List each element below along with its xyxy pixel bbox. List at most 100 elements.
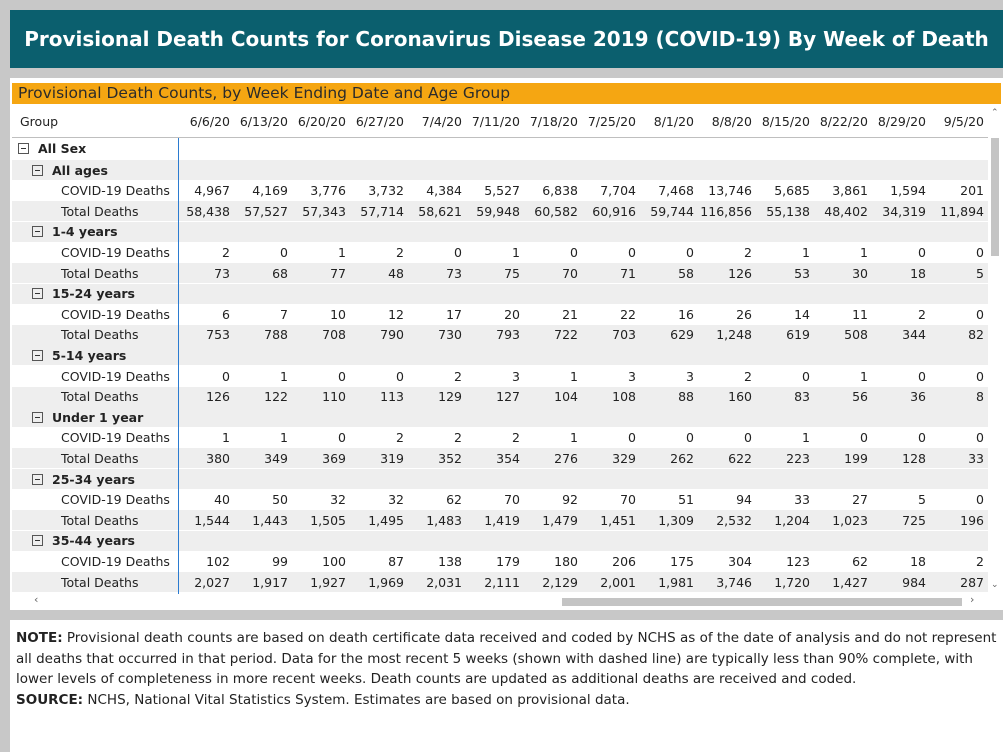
column-header[interactable]: 7/18/20	[529, 114, 578, 129]
table-cell[interactable]: 329	[612, 450, 636, 466]
table-cell[interactable]: 77	[330, 265, 346, 281]
table-cell[interactable]: 4,384	[426, 183, 462, 199]
table-cell[interactable]: 0	[222, 368, 230, 384]
table-cell[interactable]: 5,527	[484, 183, 520, 199]
table-cell[interactable]: 6,838	[542, 183, 578, 199]
table-cell[interactable]: 1,309	[658, 512, 694, 528]
column-header[interactable]: 8/8/20	[711, 114, 752, 129]
table-cell[interactable]: 175	[670, 553, 694, 569]
table-cell[interactable]: 0	[396, 368, 404, 384]
column-header[interactable]: 7/4/20	[421, 114, 462, 129]
table-cell[interactable]: 1,981	[658, 574, 694, 590]
table-cell[interactable]: 127	[496, 389, 520, 405]
table-cell[interactable]: 59,744	[650, 203, 694, 219]
table-cell[interactable]: 48,402	[824, 203, 868, 219]
column-header[interactable]: 8/1/20	[653, 114, 694, 129]
table-cell[interactable]: 88	[678, 389, 694, 405]
table-cell[interactable]: 3	[686, 368, 694, 384]
table-cell[interactable]: 5	[918, 492, 926, 508]
table-cell[interactable]: 0	[686, 430, 694, 446]
table-cell[interactable]: 16	[678, 306, 694, 322]
table-cell[interactable]: 57,527	[244, 203, 288, 219]
table-cell[interactable]: 1,969	[368, 574, 404, 590]
table-cell[interactable]: 0	[918, 430, 926, 446]
table-cell[interactable]: 70	[562, 265, 578, 281]
table-cell[interactable]: 2	[454, 368, 462, 384]
row-header[interactable]: COVID-19 Deaths	[61, 183, 170, 199]
table-cell[interactable]: 1,479	[542, 512, 578, 528]
table-cell[interactable]: 2	[918, 306, 926, 322]
table-cell[interactable]: 3,746	[716, 574, 752, 590]
table-cell[interactable]: 62	[446, 492, 462, 508]
table-cell[interactable]: 1,419	[484, 512, 520, 528]
table-cell[interactable]: 179	[496, 553, 520, 569]
table-cell[interactable]: 0	[976, 368, 984, 384]
table-cell[interactable]: 206	[612, 553, 636, 569]
table-cell[interactable]: 1,927	[310, 574, 346, 590]
table-cell[interactable]: 40	[214, 492, 230, 508]
table-cell[interactable]: 344	[902, 327, 926, 343]
table-cell[interactable]: 2,001	[600, 574, 636, 590]
table-cell[interactable]: 57,343	[302, 203, 346, 219]
table-cell[interactable]: 68	[272, 265, 288, 281]
table-cell[interactable]: 0	[570, 244, 578, 260]
table-cell[interactable]: 2,129	[542, 574, 578, 590]
row-header[interactable]: 15-24 years	[12, 284, 178, 304]
table-cell[interactable]: 48	[388, 265, 404, 281]
table-cell[interactable]: 20	[504, 306, 520, 322]
table-cell[interactable]: 17	[446, 306, 462, 322]
collapse-icon[interactable]	[32, 473, 43, 485]
table-cell[interactable]: 94	[736, 492, 752, 508]
table-cell[interactable]: 1,023	[832, 512, 868, 528]
row-header[interactable]: Total Deaths	[61, 389, 139, 405]
table-cell[interactable]: 116,856	[700, 203, 752, 219]
horizontal-scroll-thumb[interactable]	[562, 598, 962, 606]
table-cell[interactable]: 108	[612, 389, 636, 405]
collapse-icon[interactable]	[32, 226, 43, 238]
table-cell[interactable]: 1,917	[252, 574, 288, 590]
table-cell[interactable]: 3,861	[832, 183, 868, 199]
table-cell[interactable]: 262	[670, 450, 694, 466]
table-cell[interactable]: 138	[438, 553, 462, 569]
table-cell[interactable]: 0	[918, 244, 926, 260]
table-cell[interactable]: 304	[728, 553, 752, 569]
table-cell[interactable]: 22	[620, 306, 636, 322]
vertical-scroll-thumb[interactable]	[991, 138, 999, 256]
column-header[interactable]: 7/11/20	[471, 114, 520, 129]
table-cell[interactable]: 30	[852, 265, 868, 281]
table-cell[interactable]: 13,746	[708, 183, 752, 199]
table-cell[interactable]: 3,776	[310, 183, 346, 199]
table-cell[interactable]: 18	[910, 553, 926, 569]
table-cell[interactable]: 58,621	[418, 203, 462, 219]
table-cell[interactable]: 2,031	[426, 574, 462, 590]
table-cell[interactable]: 0	[338, 430, 346, 446]
table-cell[interactable]: 223	[786, 450, 810, 466]
table-cell[interactable]: 10	[330, 306, 346, 322]
table-cell[interactable]: 53	[794, 265, 810, 281]
table-cell[interactable]: 55,138	[766, 203, 810, 219]
table-cell[interactable]: 58	[678, 265, 694, 281]
table-cell[interactable]: 1	[512, 244, 520, 260]
table-cell[interactable]: 83	[794, 389, 810, 405]
table-cell[interactable]: 70	[504, 492, 520, 508]
table-cell[interactable]: 59,948	[476, 203, 520, 219]
table-cell[interactable]: 0	[976, 492, 984, 508]
table-cell[interactable]: 1,483	[426, 512, 462, 528]
table-cell[interactable]: 126	[206, 389, 230, 405]
table-cell[interactable]: 629	[670, 327, 694, 343]
table-cell[interactable]: 12	[388, 306, 404, 322]
table-cell[interactable]: 99	[272, 553, 288, 569]
column-header[interactable]: 6/6/20	[189, 114, 230, 129]
collapse-icon[interactable]	[18, 142, 29, 154]
table-cell[interactable]: 51	[678, 492, 694, 508]
table-cell[interactable]: 50	[272, 492, 288, 508]
column-header[interactable]: 6/27/20	[355, 114, 404, 129]
table-cell[interactable]: 1	[222, 430, 230, 446]
table-cell[interactable]: 369	[322, 450, 346, 466]
table-cell[interactable]: 33	[968, 450, 984, 466]
row-header[interactable]: COVID-19 Deaths	[61, 492, 170, 508]
table-cell[interactable]: 75	[504, 265, 520, 281]
row-header[interactable]: Total Deaths	[61, 327, 139, 343]
table-cell[interactable]: 3	[512, 368, 520, 384]
table-cell[interactable]: 82	[968, 327, 984, 343]
